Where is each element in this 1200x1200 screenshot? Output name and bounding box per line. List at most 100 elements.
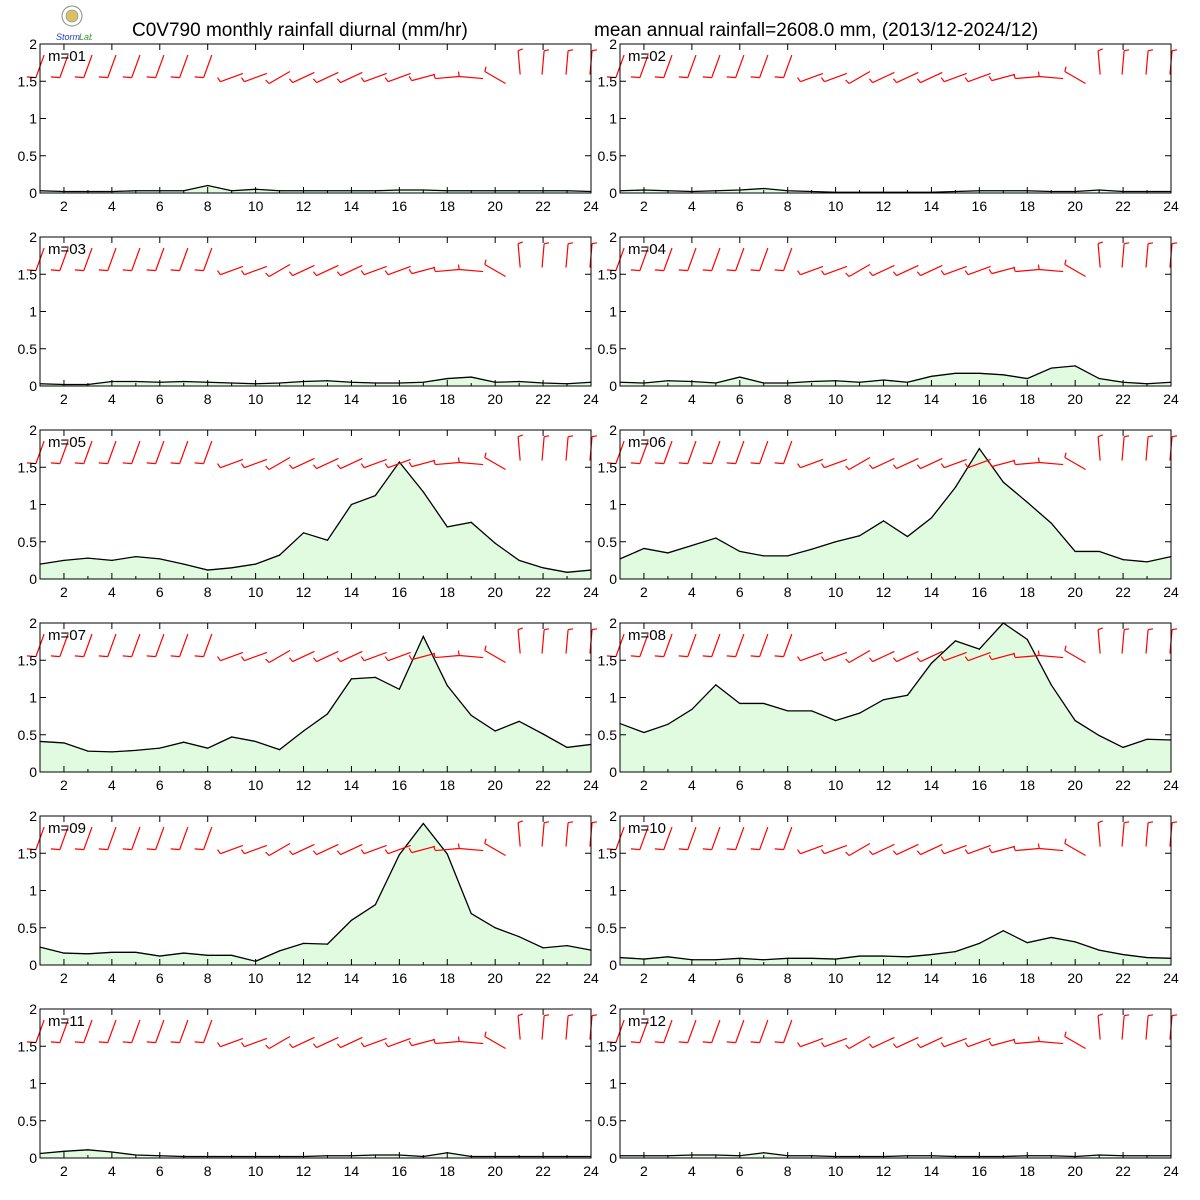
barb-shaft bbox=[484, 457, 506, 471]
barb-shaft bbox=[991, 73, 1016, 82]
barb-feather bbox=[336, 657, 342, 662]
y-tick-label: 2 bbox=[29, 229, 37, 245]
barb-feather bbox=[845, 79, 850, 84]
barb-shaft bbox=[759, 54, 769, 78]
barb-feather bbox=[217, 463, 221, 468]
barb-feather bbox=[567, 1014, 574, 1017]
barb-shaft bbox=[131, 826, 141, 850]
x-tick-label: 18 bbox=[1019, 391, 1035, 407]
wind-barb bbox=[1097, 241, 1103, 268]
wind-barb bbox=[217, 72, 244, 83]
panel-m=11: 00.511.522 4 6 8 10 12 14 16 18 20 22 24m=11 bbox=[18, 1001, 599, 1179]
wind-barb bbox=[1121, 1014, 1130, 1040]
panel-month-label: m=06 bbox=[628, 434, 666, 451]
barb-feather bbox=[1124, 628, 1130, 631]
barb-feather bbox=[1147, 242, 1154, 245]
y-tick-label: 2 bbox=[609, 1001, 617, 1017]
wind-barb bbox=[702, 633, 721, 658]
data-point bbox=[566, 571, 568, 573]
barb-feather bbox=[797, 1042, 801, 1047]
data-point bbox=[882, 955, 885, 957]
data-point bbox=[858, 712, 861, 714]
wind-barb bbox=[1121, 49, 1130, 75]
barb-shaft bbox=[541, 436, 545, 461]
wind-barb bbox=[217, 651, 244, 662]
barb-shaft bbox=[639, 633, 649, 657]
barb-shaft bbox=[387, 844, 411, 855]
barb-shaft bbox=[1097, 822, 1101, 847]
y-tick-label: 0.5 bbox=[18, 341, 38, 357]
wind-barb bbox=[194, 633, 213, 658]
y-tick-label: 0.5 bbox=[598, 534, 618, 550]
wind-barb bbox=[360, 72, 387, 83]
barb-shaft bbox=[1015, 268, 1040, 273]
data-point bbox=[326, 539, 329, 541]
data-point bbox=[111, 951, 113, 953]
barb-shaft bbox=[1064, 843, 1086, 857]
data-point bbox=[1098, 550, 1100, 553]
barb-feather bbox=[940, 77, 945, 82]
panel-month-label: m=11 bbox=[48, 1013, 85, 1030]
barb-feather bbox=[50, 269, 60, 272]
data-point bbox=[374, 494, 376, 497]
barb-shaft bbox=[387, 72, 411, 83]
barb-feather bbox=[1124, 242, 1130, 245]
barb-shaft bbox=[1121, 50, 1125, 75]
barb-feather bbox=[916, 271, 922, 276]
svg-text:Storm: Storm bbox=[56, 32, 81, 42]
data-point bbox=[882, 699, 885, 701]
wind-barb bbox=[541, 821, 550, 847]
wind-barb bbox=[170, 247, 189, 272]
barb-shaft bbox=[967, 651, 991, 662]
wind-barb bbox=[1145, 49, 1154, 75]
barb-shaft bbox=[411, 459, 436, 468]
barb-feather bbox=[240, 1042, 245, 1047]
x-tick-label: 20 bbox=[1067, 1163, 1083, 1179]
x-tick-label: 14 bbox=[924, 970, 940, 986]
wind-barb bbox=[457, 457, 484, 466]
barb-feather bbox=[591, 242, 598, 245]
barb-feather bbox=[457, 264, 460, 270]
barb-shaft bbox=[435, 1040, 460, 1045]
barb-shaft bbox=[800, 265, 824, 276]
wind-barb bbox=[630, 54, 649, 79]
barb-shaft bbox=[663, 54, 673, 78]
wind-barb bbox=[541, 628, 550, 654]
wind-barb bbox=[678, 440, 697, 465]
x-tick-label: 18 bbox=[439, 777, 455, 793]
barb-shaft bbox=[268, 264, 291, 278]
wind-barb bbox=[360, 844, 387, 855]
wind-barb bbox=[146, 826, 165, 851]
barb-feather bbox=[98, 1041, 108, 1044]
data-point bbox=[667, 956, 669, 958]
data-point bbox=[930, 662, 933, 664]
wind-barb bbox=[194, 1019, 213, 1044]
data-point bbox=[446, 853, 448, 855]
barb-shaft bbox=[991, 652, 1016, 661]
panel-month-label: m=04 bbox=[628, 241, 666, 258]
x-tick-label: 22 bbox=[535, 777, 551, 793]
barb-feather bbox=[217, 1042, 221, 1047]
x-tick-label: 22 bbox=[1115, 1163, 1131, 1179]
barb-shaft bbox=[943, 1037, 967, 1048]
barb-shaft bbox=[872, 650, 895, 663]
rain-line bbox=[619, 929, 1172, 961]
data-point bbox=[1098, 734, 1100, 737]
barb-feather bbox=[591, 628, 598, 631]
x-tick-label: 4 bbox=[108, 391, 116, 407]
barb-shaft bbox=[155, 440, 165, 464]
barb-feather bbox=[606, 462, 616, 465]
barb-shaft bbox=[872, 1036, 895, 1049]
wind-barb bbox=[820, 844, 848, 855]
wind-barb bbox=[240, 651, 268, 662]
barb-feather bbox=[797, 270, 801, 275]
data-point bbox=[135, 380, 137, 383]
x-tick-label: 12 bbox=[876, 777, 892, 793]
data-point bbox=[183, 563, 185, 565]
y-tick-label: 1.5 bbox=[598, 266, 618, 282]
data-point bbox=[1146, 738, 1148, 740]
barb-feather bbox=[892, 1043, 898, 1048]
barb-shaft bbox=[565, 629, 569, 654]
barb-feather bbox=[750, 655, 760, 658]
barb-shaft bbox=[220, 265, 244, 276]
